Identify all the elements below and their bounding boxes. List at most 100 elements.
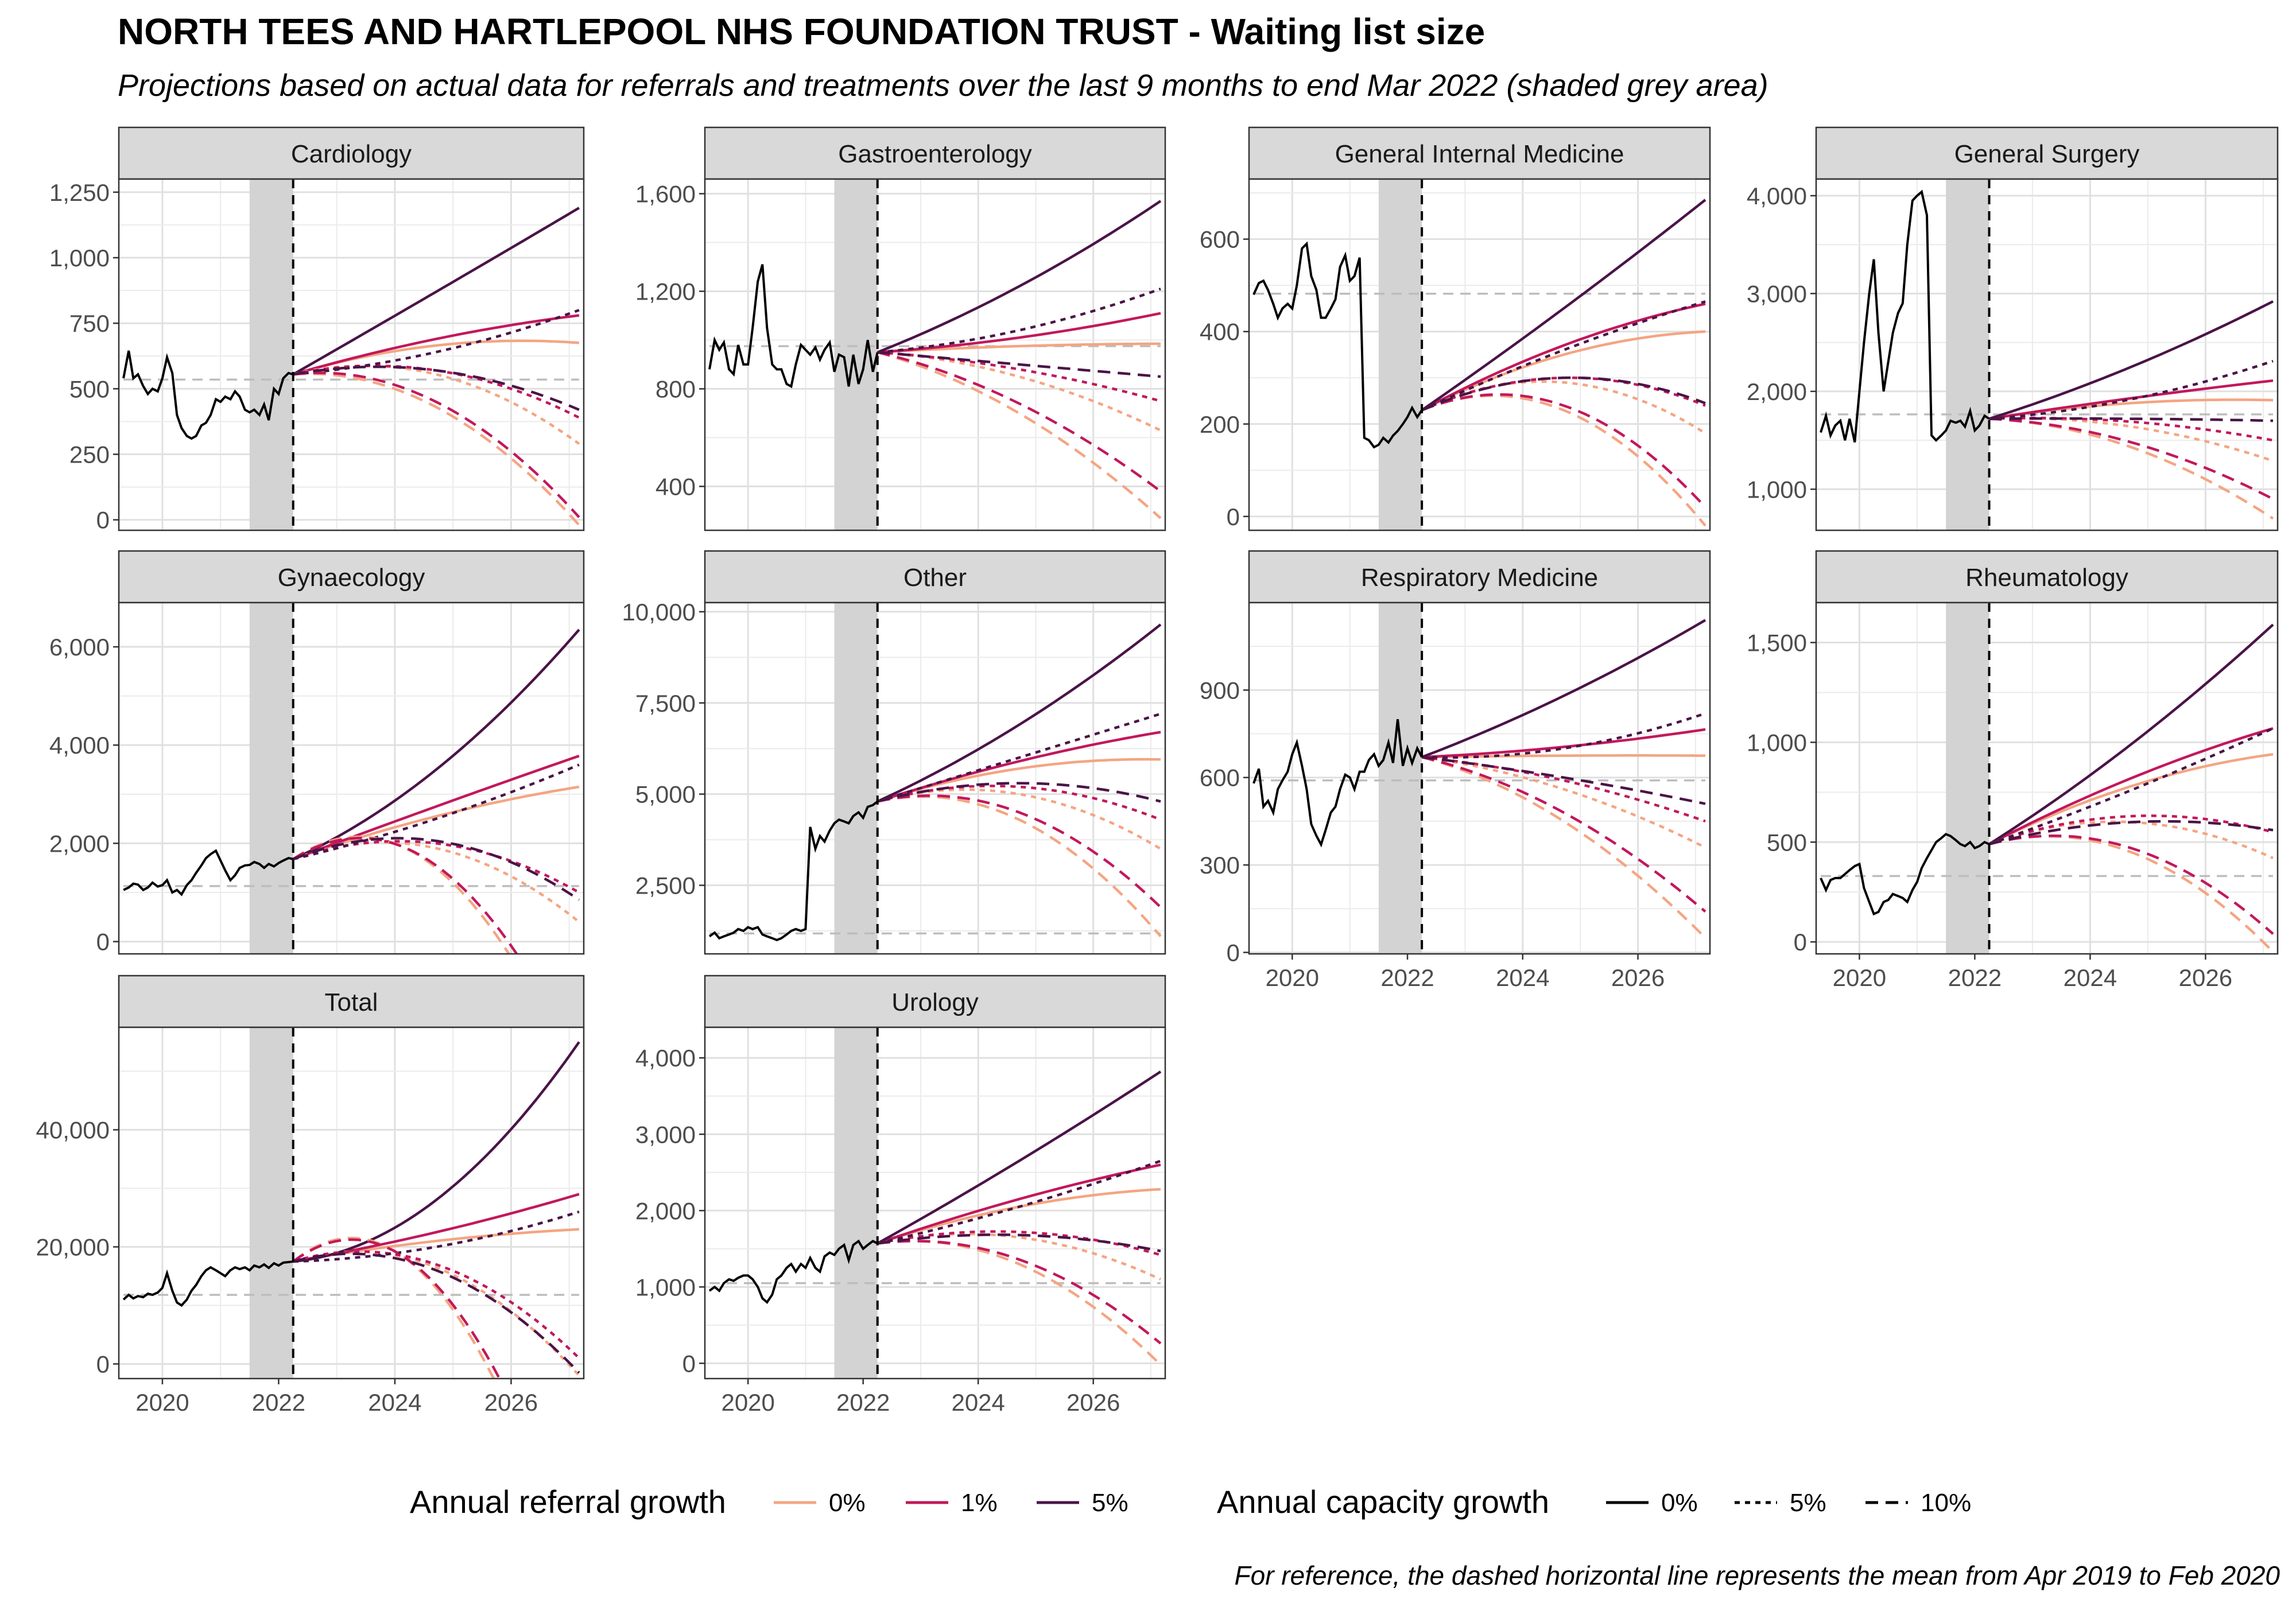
legend-capacity-label: 10%: [1921, 1489, 1971, 1517]
y-tick-label: 2,500: [635, 872, 696, 899]
y-tick-label: 5,000: [635, 781, 696, 808]
projection-referral-1-capacity-10: [1988, 834, 2274, 935]
panel-other: Other 2,500 5,000 7,500 10,000: [622, 550, 1166, 955]
projection-referral-1-capacity-0: [877, 731, 1161, 803]
projection-referral-1-capacity-0: [293, 314, 580, 376]
x-tick-label: 2026: [2179, 964, 2232, 991]
panel-background: [119, 1027, 584, 1379]
projection-referral-1-capacity-0: [1421, 302, 1706, 412]
panel-background: [119, 179, 584, 530]
projection-referral-5-capacity-5: [1989, 359, 2274, 420]
projection-referral-1-capacity-5: [293, 1250, 580, 1359]
projection-referral-1-capacity-0: [1989, 379, 2274, 420]
legend-capacity-label: 5%: [1790, 1489, 1826, 1517]
plot-area: [1820, 623, 2274, 953]
plot-area: [122, 1041, 580, 1379]
history-line: [1252, 241, 1423, 449]
projection-referral-0-capacity-10: [293, 372, 580, 526]
panels-layer: Cardiology 0 250 500 750 1,000 1,250 Gastroente…: [36, 126, 2279, 1416]
panel-background: [119, 603, 584, 954]
legend-capacity-label: 0%: [1661, 1489, 1698, 1517]
projection-referral-0-capacity-0: [877, 342, 1161, 354]
facet-strip: [1815, 550, 2279, 604]
shaded-period: [249, 1027, 293, 1379]
panel-border: [118, 1026, 585, 1380]
history-line: [708, 1239, 878, 1304]
projection-referral-5-capacity-10: [877, 782, 1161, 803]
projection-referral-5-capacity-5: [293, 309, 580, 376]
y-tick-label: 1,000: [49, 244, 110, 271]
y-tick-label: 500: [1767, 829, 1807, 856]
projection-referral-1-capacity-5: [1421, 755, 1706, 823]
panel-border: [1248, 178, 1711, 531]
y-tick-label: 1,200: [635, 278, 696, 305]
projection-referral-1-capacity-5: [877, 351, 1161, 402]
projection-referral-1-capacity-5: [1988, 814, 2274, 845]
projection-referral-1-capacity-10: [877, 1240, 1162, 1345]
panel-rheumatology: Rheumatology 0 500 1,000 1,500 2020 2022 2024 20…: [1747, 550, 2279, 991]
projection-referral-1-capacity-0: [877, 1163, 1161, 1245]
y-tick-label: 4,000: [635, 1045, 696, 1072]
y-tick-label: 1,000: [635, 1274, 696, 1301]
x-tick-label: 2022: [252, 1389, 305, 1416]
x-tick-label: 2024: [1496, 964, 1549, 991]
shaded-period: [1946, 179, 1989, 530]
legend-capacity-title: Annual capacity growth: [1217, 1484, 1549, 1520]
facet-strip: [1248, 550, 1711, 604]
history-line: [122, 1260, 294, 1307]
panel-total: Total 0 20,000 40,000 2020 2022 2024 2026: [36, 975, 585, 1416]
projection-referral-5-capacity-5: [293, 763, 580, 860]
history-line: [1252, 719, 1423, 848]
projection-referral-5-capacity-5: [877, 288, 1161, 354]
x-tick-label: 2022: [836, 1389, 890, 1416]
plot-area: [1820, 189, 2274, 520]
projection-referral-5-capacity-10: [1989, 417, 2274, 422]
shaded-period: [249, 179, 293, 530]
projection-referral-0-capacity-5: [1421, 380, 1707, 434]
projection-referral-0-capacity-5: [293, 1250, 580, 1377]
panel-background: [705, 179, 1165, 530]
x-tick-label: 2026: [484, 1389, 538, 1416]
x-tick-label: 2026: [1611, 964, 1665, 991]
projection-referral-5-capacity-5: [877, 712, 1161, 803]
y-tick-label: 0: [96, 507, 110, 534]
facet-label: Urology: [891, 988, 979, 1016]
facet-label: Other: [903, 564, 967, 592]
panel-background: [1816, 179, 2278, 530]
y-tick-label: 10,000: [622, 599, 696, 626]
facet-label: Rheumatology: [1965, 564, 2128, 592]
y-tick-label: 800: [656, 376, 696, 403]
y-tick-label: 2,000: [49, 830, 110, 857]
legend-referral-label: 1%: [961, 1489, 998, 1517]
y-tick-label: 600: [1200, 764, 1240, 791]
facet-label: General Surgery: [1954, 140, 2140, 168]
chart-title: NORTH TEES AND HARTLEPOOL NHS FOUNDATION…: [118, 11, 1486, 52]
history-line: [122, 350, 294, 440]
y-tick-label: 0: [96, 1351, 110, 1378]
plot-area: [122, 207, 580, 526]
panel-border: [118, 601, 585, 955]
projection-referral-0-capacity-5: [1421, 755, 1706, 849]
projection-referral-5-capacity-10: [877, 351, 1161, 378]
x-tick-label: 2024: [951, 1389, 1004, 1416]
projection-referral-1-capacity-10: [1421, 393, 1707, 509]
facet-label: Gastroenterology: [838, 140, 1032, 168]
history-line: [1820, 189, 1990, 443]
gridlines: [705, 603, 1165, 954]
shaded-period: [1378, 179, 1422, 530]
projection-referral-5-capacity-0: [293, 1041, 580, 1263]
y-tick-label: 2,000: [1747, 378, 1807, 405]
y-tick-label: 1,600: [635, 181, 696, 208]
x-tick-label: 2020: [1266, 964, 1319, 991]
projection-referral-0-capacity-10: [292, 835, 511, 954]
projection-referral-5-capacity-0: [876, 1070, 1162, 1245]
y-tick-label: 0: [682, 1350, 696, 1377]
legend-referral-label: 0%: [829, 1489, 866, 1517]
projection-referral-0-capacity-0: [1422, 754, 1705, 759]
projection-referral-0-capacity-10: [1421, 756, 1707, 939]
plot-area: [708, 200, 1162, 519]
panel-border: [1248, 601, 1711, 955]
facet-label: Gynaecology: [278, 564, 425, 592]
y-tick-label: 400: [656, 473, 696, 500]
y-tick-label: 200: [1200, 411, 1240, 438]
